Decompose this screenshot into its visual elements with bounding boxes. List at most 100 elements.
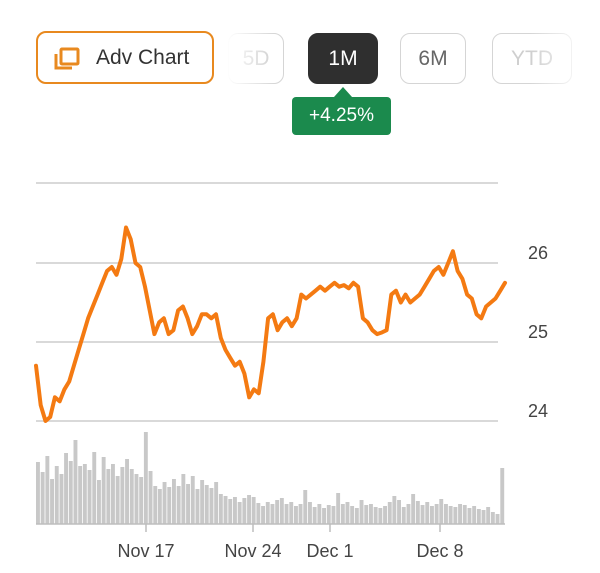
volume-bar: [430, 506, 434, 524]
volume-bar: [500, 468, 505, 524]
volume-bar: [486, 507, 491, 524]
volume-bar: [481, 510, 486, 524]
range-1m-label: 1M: [328, 46, 358, 70]
volume-bar: [425, 502, 430, 524]
volume-bar: [64, 453, 68, 524]
volume-bar: [106, 469, 111, 524]
range-1m-button[interactable]: 1M: [308, 33, 378, 84]
volume-bar: [298, 504, 303, 524]
volume-bars: [36, 432, 505, 525]
volume-bar: [317, 504, 322, 524]
volume-bar: [82, 464, 87, 524]
volume-bar: [275, 500, 280, 524]
chart-window-icon: [54, 47, 80, 70]
y-axis-labels: 24 25 26: [528, 243, 548, 421]
volume-bar: [200, 480, 205, 524]
volume-bar: [120, 467, 125, 524]
x-tick-label: Nov 17: [117, 541, 174, 561]
volume-bar: [101, 457, 106, 524]
volume-bar: [172, 479, 176, 524]
volume-bar: [411, 494, 416, 524]
volume-bar: [115, 476, 120, 524]
volume-bar: [125, 459, 129, 524]
volume-bar: [495, 514, 500, 524]
volume-bar: [415, 501, 420, 524]
volume-bar: [190, 476, 195, 524]
volume-bar: [397, 500, 401, 524]
volume-bar: [312, 507, 317, 524]
volume-bar: [223, 496, 228, 524]
volume-bar: [444, 504, 448, 524]
volume-bar: [270, 504, 275, 524]
y-tick-label-26: 26: [528, 243, 548, 263]
x-tick-label: Dec 1: [306, 541, 353, 561]
volume-bar: [40, 472, 45, 524]
volume-bar: [261, 506, 265, 524]
volume-bar: [490, 512, 495, 524]
x-axis-labels: Nov 17 Nov 24 Dec 1 Dec 8: [117, 541, 463, 561]
volume-bar: [364, 505, 369, 524]
volume-bar: [143, 432, 148, 524]
volume-bar: [73, 440, 78, 524]
volume-bar: [97, 480, 101, 524]
volume-bar: [134, 474, 139, 524]
adv-chart-label: Adv Chart: [96, 46, 190, 69]
volume-bar: [237, 502, 242, 524]
volume-bar: [336, 493, 341, 524]
volume-bar: [331, 506, 336, 524]
volume-bar: [204, 485, 209, 524]
x-tick-label: Dec 8: [416, 541, 463, 561]
volume-bar: [420, 505, 425, 524]
range-6m-button[interactable]: 6M: [400, 33, 466, 84]
volume-bar: [434, 504, 439, 524]
x-tick-label: Nov 24: [224, 541, 281, 561]
volume-bar: [359, 500, 364, 524]
volume-bar: [233, 497, 237, 524]
volume-bar: [289, 502, 294, 524]
volume-bar: [303, 490, 308, 524]
volume-bar: [251, 497, 256, 524]
volume-bar: [476, 509, 481, 524]
volume-bar: [392, 496, 397, 524]
volume-bar: [401, 507, 406, 524]
volume-bar: [87, 470, 92, 524]
volume-bar: [153, 486, 158, 524]
volume-bar: [326, 505, 331, 524]
volume-bar: [458, 504, 462, 524]
volume-bar: [322, 508, 326, 524]
volume-bar: [148, 471, 153, 524]
x-axis-ticks: [145, 524, 441, 532]
volume-bar: [369, 504, 373, 524]
volume-bar: [308, 502, 312, 524]
adv-chart-button[interactable]: Adv Chart: [36, 31, 214, 84]
volume-bar: [242, 498, 247, 524]
volume-bar: [139, 477, 144, 524]
volume-bar: [228, 499, 233, 524]
volume-bar: [383, 506, 387, 524]
volume-bar: [54, 466, 59, 524]
volume-bar: [111, 464, 115, 524]
volume-bar: [218, 494, 223, 524]
grid-lines: [36, 182, 498, 422]
volume-bar: [92, 452, 97, 524]
volume-bar: [340, 504, 345, 524]
y-tick-label-25: 25: [528, 322, 548, 342]
volume-bar: [373, 507, 378, 524]
volume-bar: [247, 495, 251, 524]
price-line: [34, 225, 507, 423]
volume-bar: [256, 503, 261, 524]
volume-bar: [265, 502, 270, 524]
volume-bar: [36, 462, 40, 524]
volume-bar: [345, 502, 350, 524]
volume-bar: [453, 507, 458, 524]
volume-bar: [279, 498, 284, 524]
volume-bar: [209, 488, 214, 524]
volume-bar: [387, 502, 392, 524]
volume-bar: [406, 504, 411, 524]
volume-bar: [68, 461, 73, 524]
volume-bar: [181, 474, 186, 524]
volume-bar: [176, 486, 181, 524]
volume-bar: [284, 504, 289, 524]
volume-bar: [78, 466, 83, 524]
